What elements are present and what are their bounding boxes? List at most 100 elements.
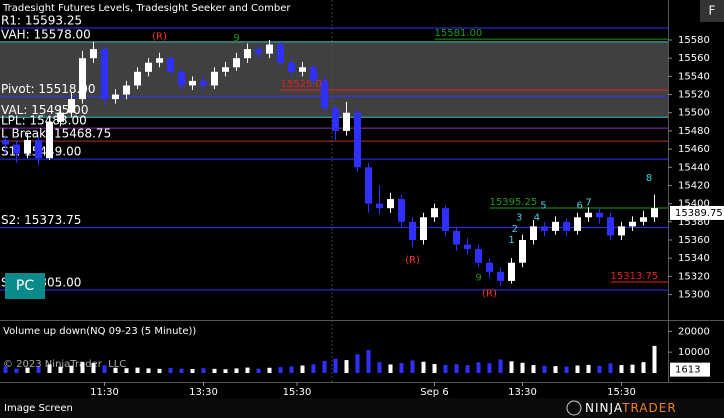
volume-bar	[311, 364, 316, 373]
candle-body	[24, 140, 31, 154]
volume-bar	[80, 362, 85, 373]
y-tick-label: 15340	[678, 253, 710, 264]
pc-button-label[interactable]: PC	[16, 278, 34, 294]
candle-body	[420, 217, 427, 240]
candle-body	[244, 49, 251, 59]
candle-body	[156, 58, 163, 63]
f-button[interactable]	[700, 0, 724, 22]
candle-body	[2, 140, 9, 145]
status-text: Image Screen	[4, 403, 73, 414]
candle-body	[167, 58, 174, 72]
logo-icon	[566, 400, 582, 416]
y-tick-label: 15540	[678, 71, 710, 82]
y-tick-label: 15360	[678, 235, 710, 246]
y-tick-label: 15440	[678, 162, 710, 173]
volume-bar	[91, 363, 96, 373]
x-tick-label: 15:30	[607, 387, 636, 398]
candle-body	[200, 80, 207, 86]
volume-bar	[619, 365, 624, 373]
x-tick-label: 13:30	[189, 387, 218, 398]
x-tick-label: 11:30	[90, 387, 119, 398]
candle-body	[574, 217, 581, 231]
candle-body	[409, 221, 416, 240]
candle-body	[211, 71, 218, 86]
price-label: 15581.00	[435, 28, 483, 39]
volume-bar	[641, 362, 646, 373]
volume-bar	[135, 367, 140, 373]
volume-bar	[399, 363, 404, 373]
candle-body	[585, 212, 592, 218]
volume-bar	[443, 364, 448, 373]
candle-body	[46, 121, 53, 159]
signal-label: 3	[516, 212, 522, 223]
logo-text: NINJATRADER	[585, 401, 677, 415]
signal-label: 4	[534, 212, 540, 223]
candle-body	[629, 221, 636, 227]
volume-bar	[267, 367, 272, 373]
candle-body	[607, 217, 614, 236]
volume-bar	[322, 360, 327, 373]
volume-bar	[25, 367, 30, 373]
signal-label: 2	[512, 224, 518, 235]
logo-b: TRADER	[621, 401, 677, 415]
volume-bar	[586, 364, 591, 373]
level-label: S2: 15373.75	[1, 213, 81, 227]
candle-body	[354, 112, 361, 168]
volume-bar	[234, 368, 239, 373]
candle-body	[288, 62, 295, 72]
y-tick-label: 15580	[678, 35, 710, 46]
candle-body	[277, 44, 284, 63]
volume-bar	[333, 358, 338, 373]
volume-bar	[58, 366, 63, 373]
candle-body	[90, 49, 97, 59]
candle-body	[398, 199, 405, 222]
candle-body	[343, 112, 350, 131]
volume-bar	[421, 361, 426, 373]
y-tick-label: 10000	[678, 347, 710, 358]
candle-body	[519, 240, 526, 263]
volume-bar	[476, 362, 481, 373]
y-tick-label: 15560	[678, 53, 710, 64]
volume-bar	[509, 361, 514, 373]
candle-body	[651, 208, 658, 218]
last-price-box	[670, 205, 724, 220]
value-area	[0, 41, 668, 118]
candle-body	[57, 112, 64, 122]
volume-bar	[432, 364, 437, 373]
volume-bar	[212, 368, 217, 373]
candle-body	[442, 208, 449, 231]
pc-button[interactable]	[5, 273, 45, 299]
volume-bar	[3, 366, 8, 373]
volume-bar	[575, 365, 580, 373]
signal-label: 1	[508, 235, 514, 246]
candle-body	[233, 58, 240, 68]
chart-title: Tradesight Futures Levels, Tradesight Se…	[2, 3, 291, 14]
f-button-label[interactable]: F	[709, 4, 716, 18]
candle-body	[222, 67, 229, 72]
price-label: 15525.00	[281, 79, 329, 90]
level-label: L Break: 15468.75	[1, 127, 111, 141]
signal-label: (R)	[482, 289, 497, 300]
volume-bar	[245, 367, 250, 373]
watermark: © 2023 NinjaTrader, LLC	[3, 359, 126, 370]
volume-bar	[179, 368, 184, 373]
candle-body	[112, 94, 119, 100]
volume-bar	[223, 369, 228, 373]
volume-bar	[377, 362, 382, 373]
y-tick-label: 15300	[678, 290, 710, 301]
volume-bar	[355, 354, 360, 373]
volume-bar	[553, 366, 558, 373]
level-label: LPL: 15483.00	[1, 114, 87, 128]
signal-label: 8	[646, 173, 652, 184]
volume-bar	[124, 368, 129, 373]
candle-body	[145, 62, 152, 72]
signal-label: 5	[540, 200, 546, 211]
signal-label: 9	[233, 33, 239, 44]
level-label: R1: 15593.25	[1, 13, 82, 27]
candle-body	[123, 85, 130, 95]
plot-layer: Tradesight Futures Levels, Tradesight Se…	[0, 3, 724, 398]
candle-body	[365, 167, 372, 204]
volume-bar	[146, 368, 151, 373]
volume-bar	[520, 362, 525, 373]
volume-bar	[564, 366, 569, 373]
